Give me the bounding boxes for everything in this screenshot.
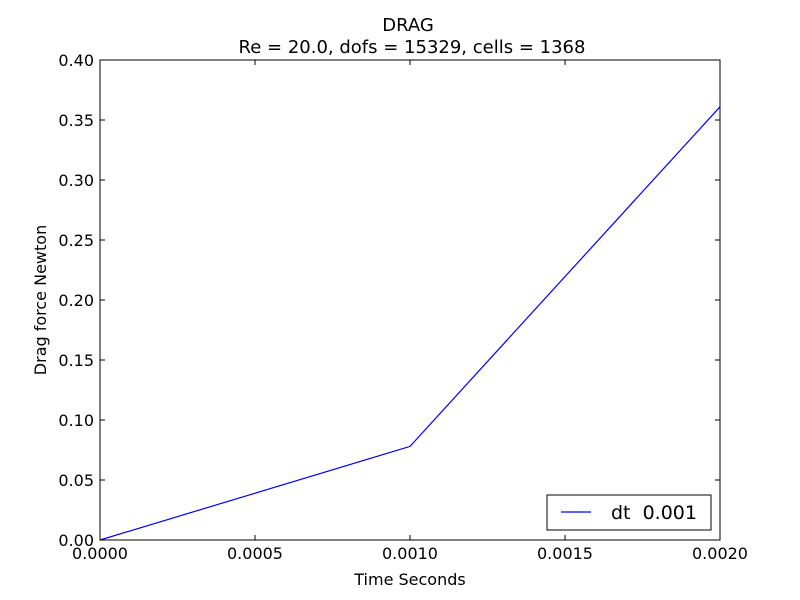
y-axis-label: Drag force Newton <box>31 225 50 375</box>
chart-subtitle: Re = 20.0, dofs = 15329, cells = 1368 <box>239 37 586 58</box>
chart-title: DRAG <box>382 15 434 36</box>
x-tick-label: 0.0015 <box>537 544 593 563</box>
y-tick-label: 0.35 <box>58 111 94 130</box>
x-axis-ticks: 0.0000 0.0005 0.0010 0.0015 0.0020 <box>72 60 748 563</box>
x-axis-label: Time Seconds <box>353 570 465 589</box>
series-layer <box>99 106 721 541</box>
y-tick-label: 0.10 <box>58 411 94 430</box>
legend: dt 0.001 <box>546 494 712 531</box>
y-tick-label: 0.05 <box>58 471 94 490</box>
x-tick-label: 0.0010 <box>382 544 438 563</box>
y-tick-label: 0.20 <box>58 291 94 310</box>
y-tick-label: 0.30 <box>58 171 94 190</box>
y-tick-label: 0.15 <box>58 351 94 370</box>
y-axis-ticks: 0.00 0.05 0.10 0.15 0.20 0.25 0.30 0.35 0.40 <box>58 51 720 550</box>
x-tick-label: 0.0005 <box>227 544 283 563</box>
y-tick-label: 0.40 <box>58 51 94 70</box>
series-line <box>99 106 721 541</box>
y-tick-label: 0.00 <box>58 531 94 550</box>
legend-label: dt 0.001 <box>611 502 697 524</box>
x-tick-label: 0.0020 <box>692 544 748 563</box>
x-tick-label: 0.0000 <box>72 544 128 563</box>
y-tick-label: 0.25 <box>58 231 94 250</box>
plot-frame <box>99 59 721 541</box>
